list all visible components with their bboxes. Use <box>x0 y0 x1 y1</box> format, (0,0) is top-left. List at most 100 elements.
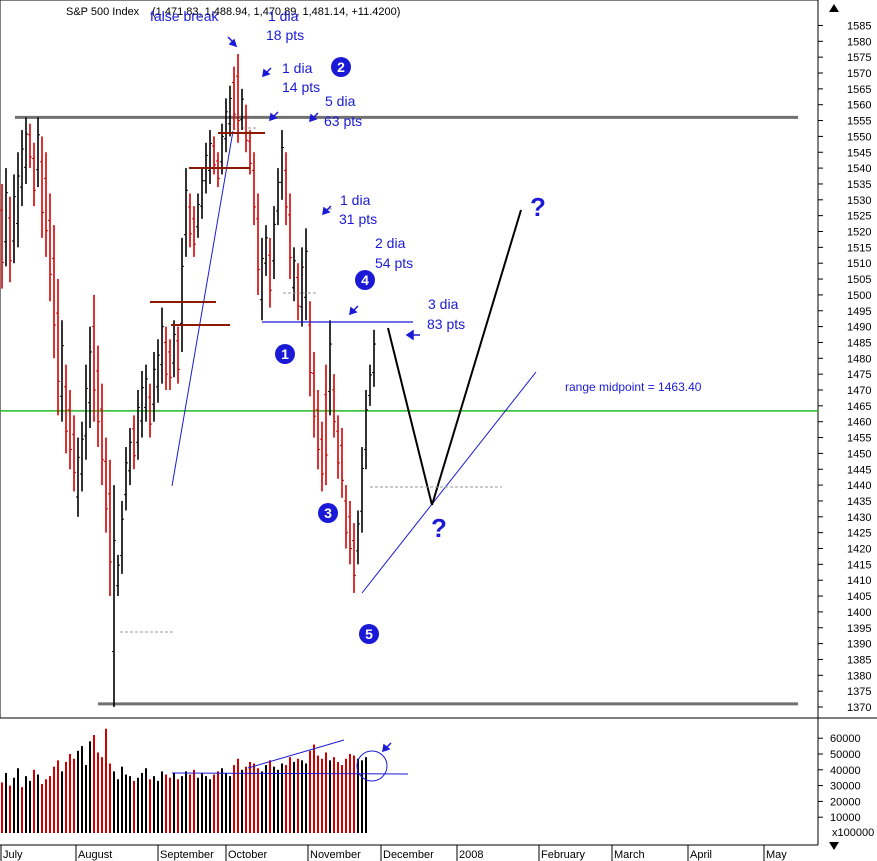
price-panel-border <box>0 0 819 719</box>
annotations: false break 1 dia 18 pts 1 dia 14 pts 5 … <box>150 8 702 394</box>
price-tick-label: 1465 <box>847 401 871 413</box>
volume-highlight-circle <box>356 750 388 782</box>
price-tick-label: 1480 <box>847 353 871 365</box>
wave-marker-5-label: 5 <box>365 626 373 642</box>
month-label: 2008 <box>459 849 483 861</box>
month-label: December <box>383 849 434 861</box>
question-mark-top: ? <box>530 192 546 222</box>
price-tick-label: 1460 <box>847 417 871 429</box>
price-tick-label: 1525 <box>847 211 871 223</box>
month-label: February <box>541 849 586 861</box>
wave-marker-3-label: 3 <box>324 505 332 521</box>
volume-axis: 10000 20000 30000 40000 50000 60000 <box>818 733 861 824</box>
ann3-line2: 63 pts <box>324 113 362 129</box>
wave-marker-4 <box>355 270 375 290</box>
scroll-down-icon <box>829 842 839 850</box>
price-tick-label: 1540 <box>847 163 871 175</box>
price-tick-label: 1490 <box>847 322 871 334</box>
price-tick-label: 1585 <box>847 20 871 32</box>
price-tick-label: 1445 <box>847 464 871 476</box>
volume-drawings <box>171 739 409 782</box>
price-tick-label: 1575 <box>847 52 871 64</box>
arrow-icon <box>349 305 359 316</box>
price-tick-label: 1390 <box>847 639 871 651</box>
price-tick-label: 1450 <box>847 448 871 460</box>
arrow-icon <box>322 205 332 216</box>
price-tick-label: 1415 <box>847 559 871 571</box>
price-tick-label: 1560 <box>847 100 871 112</box>
arrow-icon <box>269 111 279 122</box>
ann6-line2: 83 pts <box>427 316 465 332</box>
ann5-line1: 2 dia <box>375 235 406 251</box>
month-label: November <box>310 849 361 861</box>
ann1-line1: 1 dia <box>268 8 299 24</box>
price-axis: 1370 1375 1380 1385 1390 1395 1400 1405 1410 1415… <box>818 20 871 714</box>
price-tick-label: 1425 <box>847 528 871 540</box>
price-tick-label: 1550 <box>847 131 871 143</box>
arrow-icon <box>262 67 272 78</box>
trend-drawings <box>120 127 537 633</box>
projection-up <box>431 209 522 506</box>
projection-down <box>387 327 433 506</box>
wave-marker-4-label: 4 <box>361 272 369 288</box>
chart-header-values: (1,471.83, 1,488.94, 1,470.89, 1,481.14,… <box>152 6 400 18</box>
ann2-line1: 1 dia <box>282 60 313 76</box>
price-tick-label: 1530 <box>847 195 871 207</box>
wave-marker-2-label: 2 <box>337 59 345 75</box>
volume-unit-label: x100000 <box>832 827 874 839</box>
volume-tick-label: 40000 <box>830 765 861 777</box>
price-tick-label: 1535 <box>847 179 871 191</box>
price-tick-label: 1455 <box>847 433 871 445</box>
price-tick-label: 1380 <box>847 670 871 682</box>
price-tick-label: 1400 <box>847 607 871 619</box>
price-tick-label: 1500 <box>847 290 871 302</box>
price-tick-label: 1470 <box>847 385 871 397</box>
ann4-line2: 31 pts <box>339 211 377 227</box>
wave-markers: 1 2 3 4 5 <box>275 57 379 644</box>
price-tick-label: 1475 <box>847 369 871 381</box>
volume-tick-label: 50000 <box>830 749 861 761</box>
month-label: March <box>614 849 645 861</box>
price-tick-label: 1570 <box>847 68 871 80</box>
month-label: August <box>78 849 112 861</box>
wave-marker-2 <box>331 57 351 77</box>
wave-marker-1-label: 1 <box>281 346 289 362</box>
month-label: July <box>3 849 23 861</box>
price-tick-label: 1405 <box>847 591 871 603</box>
volume-tick-label: 20000 <box>830 796 861 808</box>
false-break-label: false break <box>150 8 219 24</box>
trendline-support <box>361 371 537 594</box>
month-label: September <box>160 849 214 861</box>
ann1-line2: 18 pts <box>266 27 304 43</box>
ann5-line2: 54 pts <box>375 255 413 271</box>
question-mark-bottom: ? <box>431 513 447 543</box>
price-tick-label: 1505 <box>847 274 871 286</box>
price-tick-label: 1370 <box>847 702 871 714</box>
month-label: April <box>690 849 712 861</box>
volume-trendline <box>247 739 345 769</box>
price-tick-label: 1440 <box>847 480 871 492</box>
month-axis: July August September October November Decemb… <box>0 845 787 861</box>
wave-marker-3 <box>318 503 338 523</box>
price-tick-label: 1545 <box>847 147 871 159</box>
wave-marker-5 <box>359 624 379 644</box>
arrow-icon <box>382 742 392 753</box>
price-tick-label: 1395 <box>847 623 871 635</box>
ann6-line1: 3 dia <box>428 296 459 312</box>
arrow-icon <box>309 112 319 123</box>
price-tick-label: 1435 <box>847 496 871 508</box>
arrow-icon <box>227 36 238 48</box>
scroll-up-icon <box>829 4 839 12</box>
volume-series <box>1 728 367 833</box>
price-tick-label: 1565 <box>847 84 871 96</box>
price-tick-label: 1375 <box>847 686 871 698</box>
month-label: May <box>766 849 787 861</box>
wave-marker-1 <box>275 344 295 364</box>
trendline-up <box>171 130 234 487</box>
ann2-line2: 14 pts <box>282 79 320 95</box>
volume-tick-label: 30000 <box>830 781 861 793</box>
price-tick-label: 1420 <box>847 544 871 556</box>
volume-tick-label: 60000 <box>830 733 861 745</box>
